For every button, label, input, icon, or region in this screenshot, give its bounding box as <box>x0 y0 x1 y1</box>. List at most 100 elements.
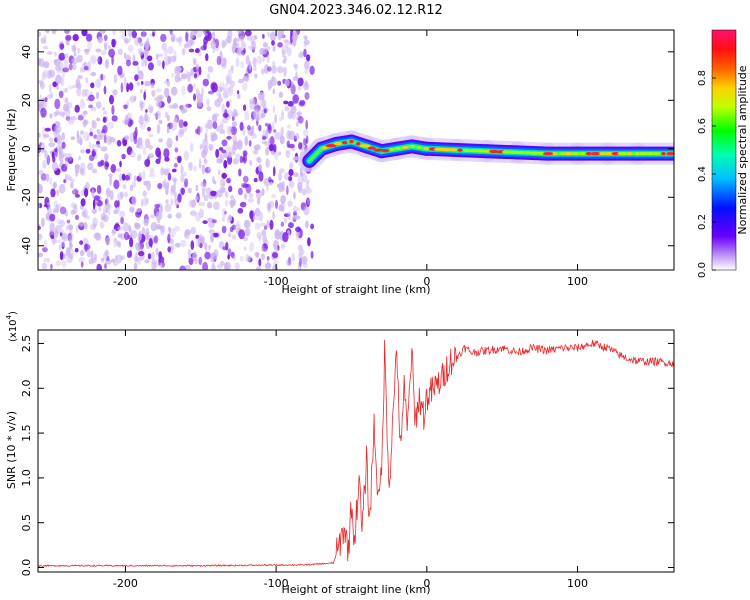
y-tick-label: -20 <box>20 188 33 206</box>
noise-blob <box>202 220 208 225</box>
noise-blob <box>76 54 83 63</box>
noise-blob <box>224 38 228 47</box>
noise-blob <box>292 205 298 214</box>
noise-blob <box>143 218 149 227</box>
noise-blob <box>281 30 285 39</box>
noise-blob <box>79 167 85 176</box>
noise-blob <box>204 123 208 129</box>
noise-blob <box>216 264 223 269</box>
noise-blob <box>105 208 109 213</box>
noise-blob <box>216 97 224 103</box>
y-tick-label: 1.5 <box>20 424 33 442</box>
noise-blob <box>211 31 216 40</box>
noise-blob <box>201 164 205 175</box>
noise-blob <box>183 171 187 177</box>
x-tick-label: -100 <box>264 275 289 288</box>
noise-blob <box>38 252 44 258</box>
ridge-hotspot <box>463 148 471 152</box>
noise-blob <box>278 171 282 182</box>
noise-blob <box>87 162 94 171</box>
noise-blob <box>267 85 271 91</box>
noise-blob <box>59 43 65 50</box>
noise-blob <box>295 226 301 232</box>
noise-blob <box>158 119 163 125</box>
noise-blob <box>266 219 270 228</box>
noise-blob <box>211 263 216 270</box>
noise-blob <box>224 210 227 215</box>
noise-blob <box>261 229 267 237</box>
noise-blob <box>133 175 137 182</box>
ridge-hotspot <box>321 146 328 150</box>
noise-blob <box>281 109 284 121</box>
noise-blob <box>232 158 240 165</box>
noise-blob <box>145 109 148 113</box>
noise-blob <box>111 258 116 263</box>
noise-blob <box>139 100 144 106</box>
noise-blob <box>244 135 249 146</box>
noise-blob <box>285 150 290 159</box>
noise-blob <box>131 181 137 188</box>
ridge-hotspot <box>563 152 574 156</box>
noise-blob <box>96 263 102 270</box>
noise-blob <box>168 104 175 109</box>
noise-blob <box>272 252 279 259</box>
noise-blob <box>187 72 191 82</box>
noise-blob <box>155 211 163 221</box>
noise-blob <box>157 94 164 100</box>
noise-blob <box>173 163 178 168</box>
noise-blob <box>306 54 311 62</box>
noise-blob <box>88 258 94 265</box>
noise-blob <box>143 91 146 101</box>
noise-blob <box>136 140 140 149</box>
noise-blob <box>67 233 72 242</box>
noise-blob <box>53 148 58 153</box>
noise-blob <box>64 87 69 93</box>
noise-blob <box>300 172 304 177</box>
noise-blob <box>253 65 257 72</box>
noise-blob <box>258 171 264 182</box>
noise-blob <box>204 251 211 260</box>
ridge-hotspot <box>528 151 541 155</box>
noise-blob <box>276 183 281 188</box>
noise-blob <box>256 55 263 65</box>
noise-blob <box>55 74 62 85</box>
noise-blob <box>97 56 103 65</box>
noise-blob <box>121 173 126 181</box>
noise-blob <box>83 243 91 251</box>
noise-blob <box>202 179 207 187</box>
noise-blob <box>167 233 171 244</box>
noise-blob <box>144 259 150 264</box>
noise-blob <box>258 124 262 132</box>
noise-blob <box>142 170 146 180</box>
noise-blob <box>58 203 62 209</box>
noise-blob <box>49 137 54 143</box>
noise-blob <box>150 214 156 219</box>
noise-blob <box>299 51 305 58</box>
noise-blob <box>265 158 271 168</box>
noise-blob <box>193 73 198 79</box>
noise-blob <box>53 59 57 64</box>
noise-blob <box>195 184 199 192</box>
noise-blob <box>166 126 170 134</box>
noise-blob <box>226 76 231 84</box>
noise-blob <box>177 155 182 164</box>
noise-blob <box>199 237 205 245</box>
noise-blob <box>196 30 203 38</box>
ridge-hotspot <box>590 152 601 156</box>
noise-blob <box>190 240 195 251</box>
noise-blob <box>305 119 309 130</box>
noise-blob <box>286 129 292 140</box>
noise-blob <box>67 156 74 164</box>
noise-blob <box>117 65 123 76</box>
noise-blob <box>58 90 64 99</box>
noise-blob <box>193 83 196 89</box>
noise-blob <box>67 85 74 90</box>
noise-blob <box>159 262 165 269</box>
colorbar: 0.0 0.2 0.4 0.6 0.8 Normalized spectral ampl… <box>697 29 749 278</box>
noise-blob <box>287 100 294 107</box>
noise-blob <box>280 221 285 227</box>
noise-blob <box>120 82 124 93</box>
noise-blob <box>79 98 86 110</box>
noise-blob <box>292 76 300 81</box>
noise-blob <box>210 135 215 143</box>
